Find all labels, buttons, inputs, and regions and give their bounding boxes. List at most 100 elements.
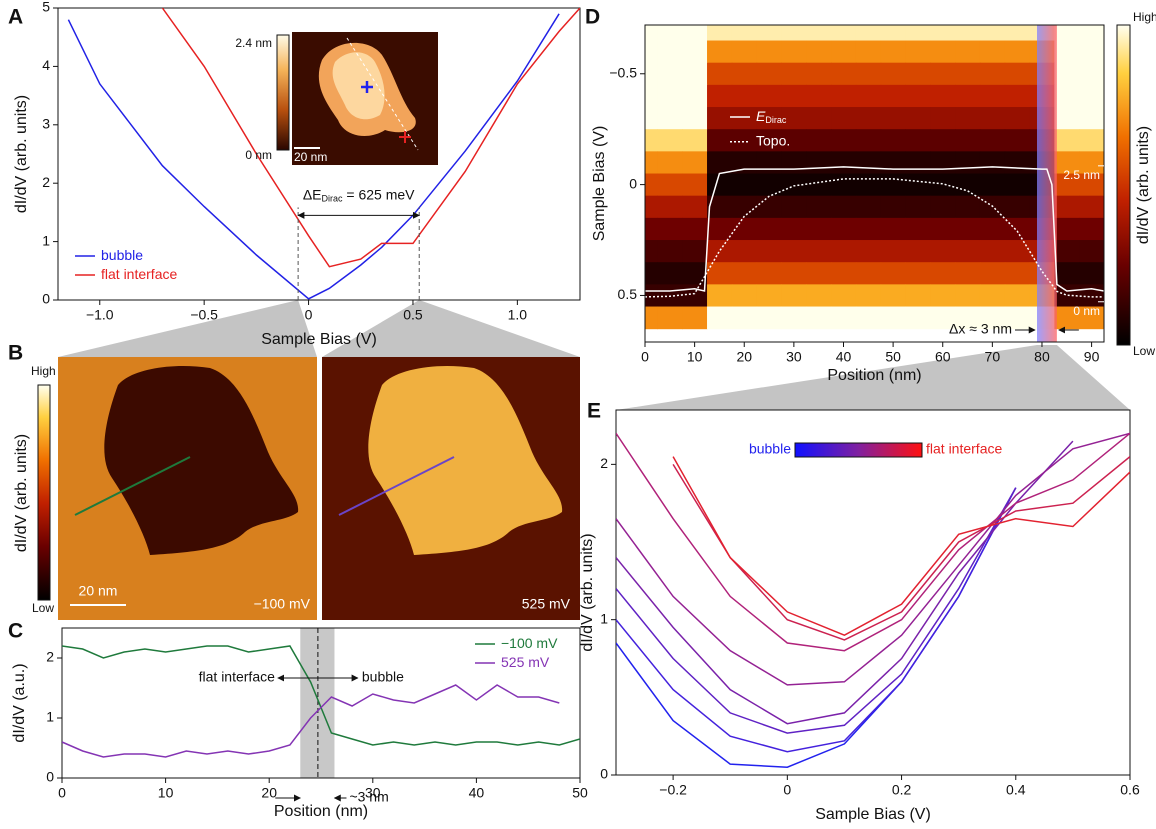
heatmap-cell [657, 40, 683, 64]
heatmap-cell [1004, 173, 1031, 197]
x-tick-label: 0 [58, 785, 66, 801]
heatmap-cell [657, 62, 683, 86]
heatmap-cell [831, 62, 857, 86]
heatmap-cell [855, 306, 882, 330]
heatmap-cell [831, 84, 857, 108]
heatmap-cell [831, 240, 857, 263]
heatmap-cell [930, 151, 956, 175]
heatmap-cell [855, 40, 882, 64]
x-tick-label: 60 [935, 349, 951, 365]
heatmap-cell [955, 217, 981, 241]
heatmap-cell [682, 84, 708, 108]
heatmap-cell [781, 195, 807, 219]
heatmap-cell [756, 240, 782, 263]
legend-name: E [756, 108, 766, 124]
heatmap-cell [979, 151, 1006, 175]
heatmap-cell [905, 151, 931, 175]
heatmap-cell [955, 129, 981, 152]
y2-tick-label: 2.5 nm [1063, 168, 1100, 182]
data-line [616, 440, 1074, 725]
heatmap-cell [930, 262, 956, 285]
inset-colorbar [276, 34, 290, 151]
heatmap-cell [930, 62, 956, 86]
stm-island [104, 365, 299, 555]
gradient-legend-bar [794, 442, 923, 458]
y-tick-label: 1 [42, 232, 50, 248]
y-tick-label: 0.5 [618, 286, 638, 302]
heatmap-cell [955, 306, 981, 330]
heatmap-cell [645, 107, 658, 130]
panel-label: C [8, 620, 23, 643]
heatmap-cell [831, 284, 857, 308]
data-line [672, 456, 1130, 641]
heatmap-cell [831, 129, 857, 152]
heatmap-cell [1079, 306, 1104, 330]
heatmap-cell [905, 40, 931, 64]
data-line [616, 487, 1017, 753]
heatmap-cell [806, 151, 832, 175]
heatmap-cell [831, 217, 857, 241]
heatmap-cell [831, 40, 857, 64]
cut-band [1037, 25, 1057, 342]
heatmap-cell [1079, 262, 1104, 285]
heatmap-cell [930, 40, 956, 64]
plot-frame [615, 409, 1131, 776]
heatmap-cell [1004, 107, 1031, 130]
gradient-legend-left: bubble [749, 441, 791, 457]
plot-frame [644, 24, 1105, 343]
heatmap-cell [781, 62, 807, 86]
heatmap-cell [645, 129, 658, 152]
heatmap-cell [645, 25, 658, 42]
heatmap-cell [657, 84, 683, 108]
heatmap-cell [707, 25, 733, 42]
heatmap-cell [1079, 25, 1104, 42]
zoom-connector [616, 345, 1130, 410]
heatmap-cell [831, 173, 857, 197]
heatmap-cell [855, 25, 882, 42]
legend-name: 525 mV [501, 654, 550, 670]
inset-cross-red [399, 131, 411, 143]
heatmap-cell [731, 195, 758, 219]
heatmap-cell [1004, 129, 1031, 152]
heatmap-cell [905, 107, 931, 130]
heatmap-cell [682, 129, 708, 152]
heatmap-cell [979, 284, 1006, 308]
heatmap-cell [1054, 195, 1080, 219]
colorbar-label: dI/dV (arb. units) [1135, 126, 1152, 244]
panel-label: A [8, 6, 23, 29]
heatmap-cell [1004, 195, 1031, 219]
heatmap-cell [645, 306, 658, 330]
delta-prefix: ΔE [303, 186, 322, 202]
legend-label: 525 mV [501, 654, 550, 670]
heatmap-cell [880, 40, 907, 64]
heatmap-cell [657, 173, 683, 197]
heatmap-cell [955, 195, 981, 219]
heatmap-cell [756, 262, 782, 285]
heatmap-cell [645, 40, 658, 64]
heatmap-cell [1004, 62, 1031, 86]
heatmap-cell [930, 240, 956, 263]
heatmap-cell [682, 284, 708, 308]
x-tick-label: 20 [736, 349, 752, 365]
heatmap-cell [707, 173, 733, 197]
heatmap-cell [831, 195, 857, 219]
heatmap-cell [731, 40, 758, 64]
inset-cb-top: 2.4 nm [235, 36, 272, 50]
heatmap-cell [781, 107, 807, 130]
heatmap-cell [930, 107, 956, 130]
heatmap-cell [1054, 217, 1080, 241]
heatmap-cell [657, 129, 683, 152]
inset-cb-bottom: 0 nm [245, 148, 272, 162]
transition-band [300, 628, 335, 778]
x-tick-label: 10 [687, 349, 703, 365]
inset-cross-blue [361, 81, 373, 93]
heatmap-cell [905, 262, 931, 285]
side-label: flat interface [199, 669, 275, 685]
heatmap-cell [682, 195, 708, 219]
plot-frame [61, 627, 581, 779]
heatmap-cell [682, 107, 708, 130]
heatmap-cell [682, 25, 708, 42]
colorbar [37, 384, 51, 601]
x-tick-label: 90 [1084, 349, 1100, 365]
heatmap-cell [756, 217, 782, 241]
